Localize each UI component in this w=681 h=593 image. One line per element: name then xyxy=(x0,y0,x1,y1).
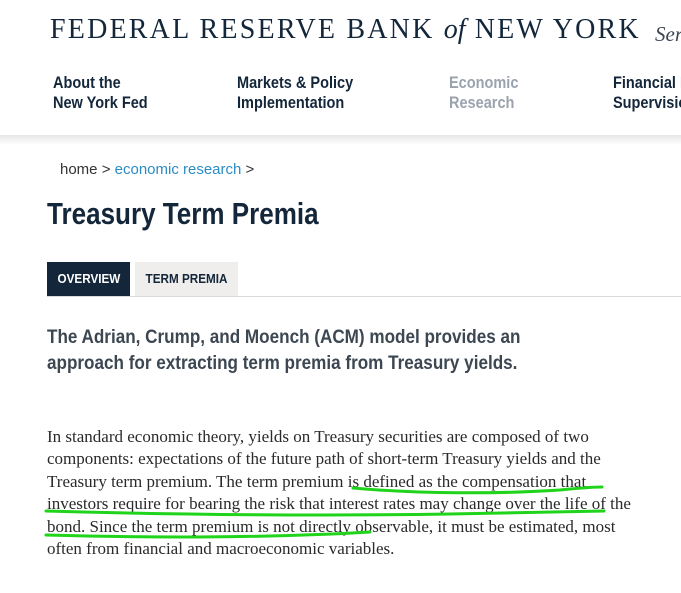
header-tagline: Ser xyxy=(655,22,681,46)
nav-item-economic-research[interactable]: Economic Research xyxy=(449,73,518,113)
tab-overview[interactable]: OVERVIEW xyxy=(47,262,130,296)
breadcrumb-separator: > xyxy=(241,161,255,178)
site-logo[interactable]: FEDERAL RESERVE BANK of NEW YORK xyxy=(50,14,641,46)
nav-item-markets-line2: Implementation xyxy=(237,94,345,112)
body-text-after: . Since the term premium is not directly… xyxy=(47,516,616,559)
nav-item-markets-policy[interactable]: Markets & Policy Implementation xyxy=(237,73,353,113)
nav-item-research-line1: Economic xyxy=(449,74,519,92)
breadcrumb-separator: > xyxy=(97,161,115,178)
header-shadow xyxy=(0,135,681,145)
nav-item-about[interactable]: About the New York Fed xyxy=(53,73,148,113)
breadcrumb-home-link[interactable]: home xyxy=(60,161,98,178)
nav-item-markets-line1: Markets & Policy xyxy=(237,74,354,92)
nav-item-about-line1: About the xyxy=(53,74,121,92)
body-paragraph: In standard economic theory, yields on T… xyxy=(47,426,637,560)
breadcrumb: home > economic research > xyxy=(60,161,254,178)
nav-item-financial-line1: Financial I xyxy=(613,74,681,92)
nav-item-financial-supervision[interactable]: Financial I Supervisio xyxy=(613,73,681,113)
body-text-before: In standard economic theory, yields on T… xyxy=(47,427,601,491)
tab-term-premia[interactable]: TERM PREMIA xyxy=(135,262,238,296)
nav-item-about-line2: New York Fed xyxy=(53,94,148,112)
logo-text-of: of xyxy=(443,14,466,45)
tab-term-premia-label: TERM PREMIA xyxy=(145,271,228,286)
tabs-divider xyxy=(47,296,681,297)
nav-item-financial-line2: Supervisio xyxy=(613,94,681,112)
logo-text-part1: FEDERAL RESERVE BANK xyxy=(50,14,435,45)
site-header: FEDERAL RESERVE BANK of NEW YORK Ser Abo… xyxy=(0,0,681,137)
page-title: Treasury Term Premia xyxy=(47,196,319,231)
intro-summary: The Adrian, Crump, and Moench (ACM) mode… xyxy=(47,327,521,374)
tab-overview-label: OVERVIEW xyxy=(57,271,120,286)
breadcrumb-economic-research-link[interactable]: economic research xyxy=(114,161,242,178)
nav-item-research-line2: Research xyxy=(449,94,515,112)
logo-text-part2: NEW YORK xyxy=(474,14,641,45)
